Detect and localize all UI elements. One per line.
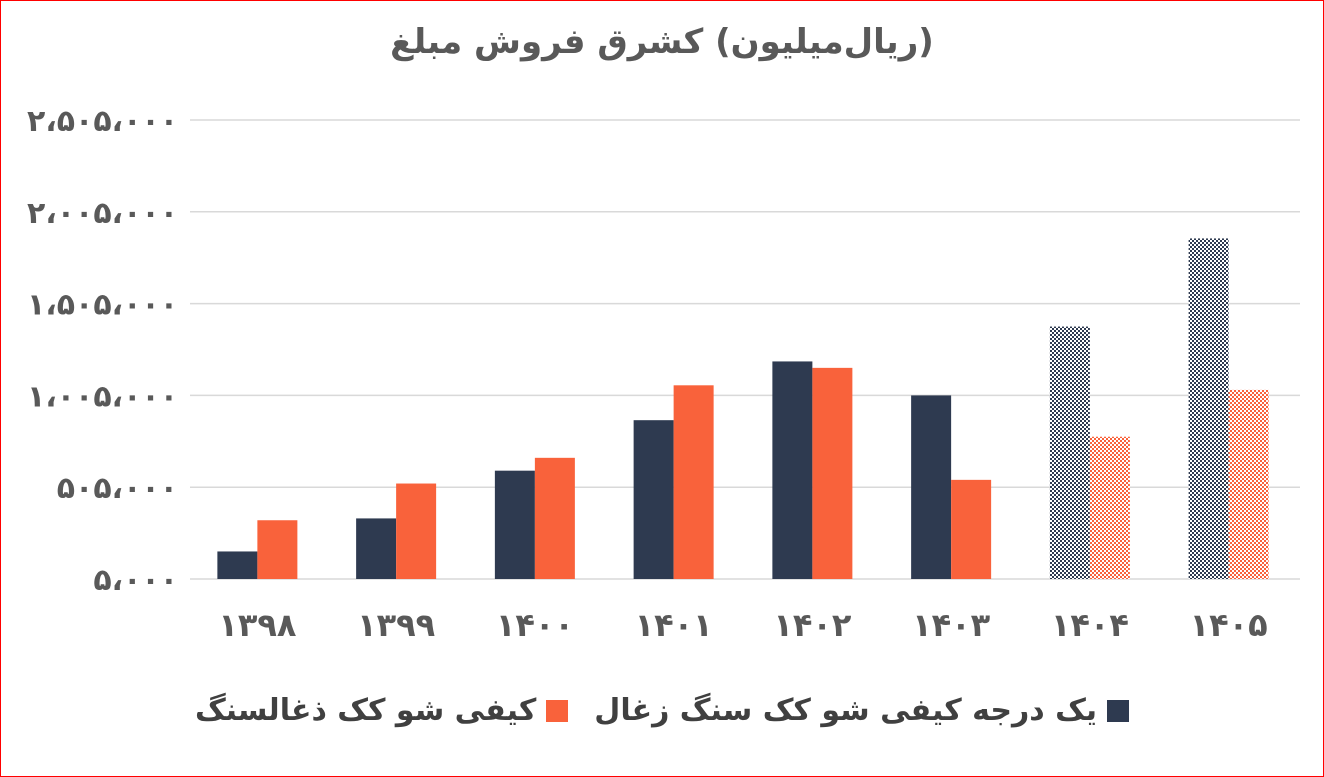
- y-tick-label: ۲،۵۰۵،۰۰۰: [27, 104, 178, 139]
- bar-series-2: [1089, 436, 1130, 579]
- bar-series-1: [356, 518, 397, 579]
- bar-series-2: [257, 520, 298, 579]
- x-tick-label: ۱۴۰۵: [1190, 606, 1268, 644]
- bar-series-1: [633, 420, 674, 579]
- bar-series-2: [534, 457, 575, 579]
- chart-title: (ریال‌میلیون) کشرق فروش مبلغ: [390, 22, 934, 62]
- gridlines: [190, 119, 1300, 580]
- bar-series-1: [494, 470, 535, 579]
- x-tick-label: ۱۳۹۹: [357, 606, 435, 644]
- bar-series-2: [1228, 389, 1269, 579]
- bar-series-2: [812, 367, 853, 579]
- bar-series-2: [951, 479, 992, 579]
- bar-series-1: [1188, 238, 1229, 579]
- bar-series-1: [1049, 326, 1090, 579]
- y-tick-label: ۱،۵۰۵،۰۰۰: [27, 288, 178, 323]
- x-tick-label: ۱۳۹۸: [218, 606, 297, 644]
- y-tick-label: ۵،۰۰۰: [93, 563, 178, 598]
- y-tick-label: ۱،۰۰۵،۰۰۰: [27, 379, 178, 414]
- legend-label-series-2: کیفی شو کک ذغالسنگ: [194, 693, 537, 728]
- y-axis: ۵،۰۰۰ ۵۰۵،۰۰۰ ۱،۰۰۵،۰۰۰ ۱،۵۰۵،۰۰۰ ۲،۰۰۵،۰۰۰ ۲…: [27, 104, 178, 598]
- x-tick-label: ۱۴۰۱: [635, 606, 713, 644]
- legend-label-series-1: یک درجه کیفی شو کک سنگ زغال: [594, 693, 1098, 728]
- legend-swatch-series-2: [546, 699, 569, 722]
- legend-item-series-2: کیفی شو کک ذغالسنگ: [194, 693, 569, 728]
- bar-series-1: [217, 551, 258, 579]
- legend: یک درجه کیفی شو کک سنگ زغال کیفی شو کک ذ…: [0, 693, 1324, 728]
- x-tick-label: ۱۴۰۰: [496, 606, 574, 644]
- x-tick-label: ۱۴۰۲: [773, 606, 852, 644]
- x-axis: ۱۳۹۸ ۱۳۹۹ ۱۴۰۰ ۱۴۰۱ ۱۴۰۲ ۱۴۰۳ ۱۴۰۴ ۱۴۰۵: [218, 606, 1267, 644]
- x-tick-label: ۱۴۰۳: [912, 606, 991, 644]
- legend-swatch-series-1: [1107, 699, 1130, 722]
- y-tick-label: ۵۰۵،۰۰۰: [57, 471, 178, 506]
- bar-series-1: [911, 395, 952, 579]
- y-tick-label: ۲،۰۰۵،۰۰۰: [27, 196, 178, 231]
- bar-series-2: [673, 385, 714, 579]
- legend-item-series-1: یک درجه کیفی شو کک سنگ زغال: [594, 693, 1130, 728]
- bars: [217, 238, 1269, 579]
- bar-series-2: [396, 483, 437, 579]
- bar-series-1: [772, 361, 813, 579]
- x-tick-label: ۱۴۰۴: [1051, 606, 1129, 644]
